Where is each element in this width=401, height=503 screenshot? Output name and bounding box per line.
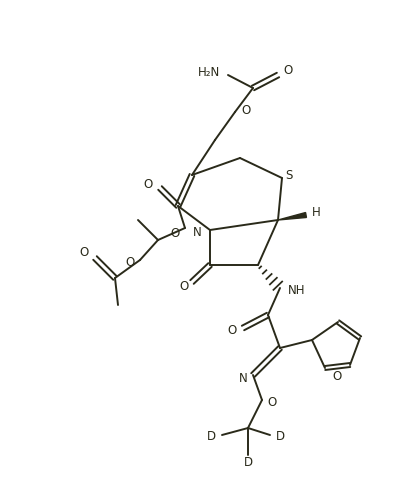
Text: S: S — [286, 169, 293, 182]
Text: O: O — [179, 281, 188, 293]
Text: O: O — [241, 104, 250, 117]
Text: D: D — [243, 457, 253, 469]
Text: D: D — [207, 431, 216, 444]
Text: H: H — [312, 206, 321, 218]
Text: O: O — [171, 226, 180, 239]
Text: D: D — [276, 431, 285, 444]
Polygon shape — [278, 213, 306, 220]
Text: O: O — [267, 396, 276, 409]
Text: O: O — [332, 370, 341, 382]
Text: O: O — [283, 63, 292, 76]
Text: N: N — [239, 372, 248, 384]
Text: O: O — [228, 324, 237, 338]
Text: N: N — [193, 225, 202, 238]
Text: O: O — [144, 178, 153, 191]
Text: H₂N: H₂N — [198, 65, 220, 78]
Text: O: O — [80, 246, 89, 260]
Text: NH: NH — [288, 285, 306, 297]
Text: O: O — [126, 257, 135, 270]
